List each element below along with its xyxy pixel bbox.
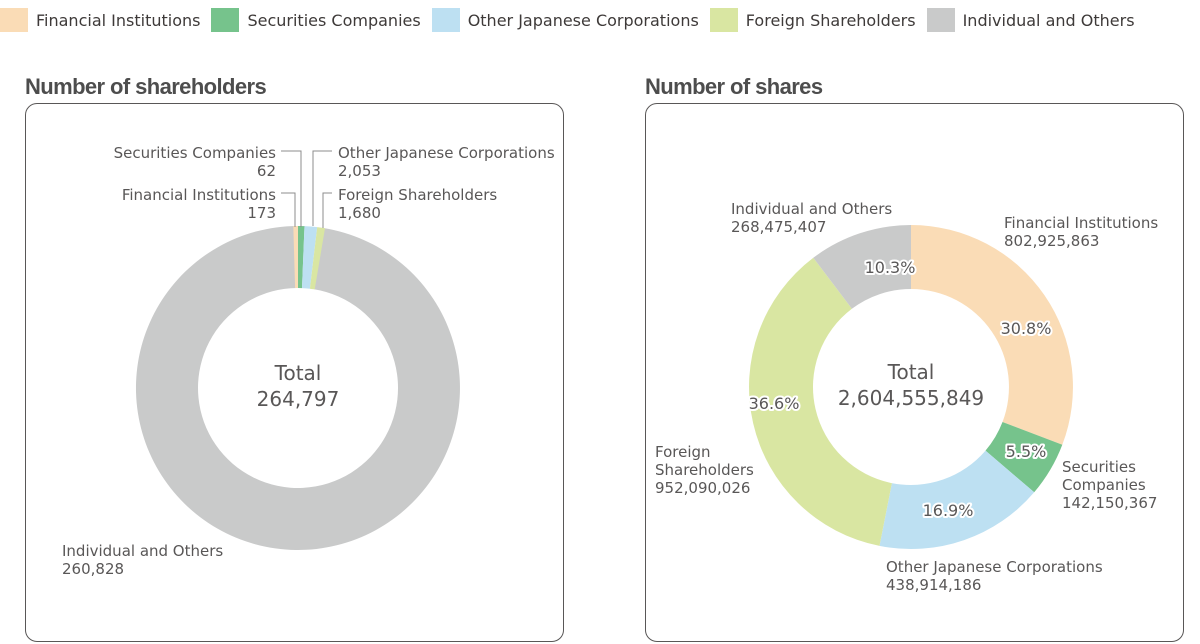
total-label: Total bbox=[887, 360, 935, 384]
segment-individual-and-others bbox=[813, 225, 911, 309]
label-financial-value: 173 bbox=[247, 204, 276, 222]
shareholders-chart-panel: Securities Companies 62 Financial Instit… bbox=[25, 103, 564, 642]
legend-item-foreign-shareholders: Foreign Shareholders bbox=[709, 8, 916, 32]
legend-label: Foreign Shareholders bbox=[745, 10, 916, 30]
total-value: 2,604,555,849 bbox=[838, 386, 984, 410]
leader-line-other-japanese bbox=[312, 150, 332, 226]
segment-securities-companies bbox=[985, 422, 1063, 493]
label-other-japanese-name: Other Japanese Corporations bbox=[338, 144, 555, 162]
segment-securities-companies bbox=[298, 225, 305, 289]
label-individual-value: 260,828 bbox=[62, 560, 124, 578]
pct-individual: 10.3% bbox=[865, 258, 916, 277]
chart-legend: Financial Institutions Securities Compan… bbox=[0, 6, 1146, 34]
legend-item-financial-institutions: Financial Institutions bbox=[0, 8, 200, 32]
shareholders-donut-segments bbox=[135, 225, 460, 550]
label-other-japanese-name: Other Japanese Corporations bbox=[886, 558, 1103, 576]
legend-label: Financial Institutions bbox=[36, 10, 201, 30]
segment-financial-institutions bbox=[293, 226, 298, 288]
pct-other-japanese: 16.9% bbox=[923, 501, 974, 520]
label-other-japanese-value: 2,053 bbox=[338, 162, 381, 180]
shares-donut-segments bbox=[749, 225, 1073, 550]
label-foreign-name-line1: Foreign bbox=[655, 443, 711, 461]
leader-line-securities bbox=[281, 150, 302, 227]
legend-label: Individual and Others bbox=[962, 10, 1135, 30]
label-securities-name-line2: Companies bbox=[1062, 476, 1146, 494]
pct-financial: 30.8% bbox=[1001, 319, 1052, 338]
label-foreign-name: Foreign Shareholders bbox=[338, 186, 497, 204]
label-foreign-value: 952,090,026 bbox=[655, 479, 750, 497]
label-securities-value: 142,150,367 bbox=[1062, 494, 1157, 512]
label-financial-name: Financial Institutions bbox=[122, 186, 276, 204]
legend-label: Securities Companies bbox=[247, 10, 421, 30]
label-financial-name: Financial Institutions bbox=[1004, 214, 1158, 232]
total-label: Total bbox=[274, 361, 322, 385]
shareholders-chart-title: Number of shareholders bbox=[25, 74, 267, 99]
segment-individual-and-others bbox=[135, 226, 460, 550]
label-foreign-value: 1,680 bbox=[338, 204, 381, 222]
segment-foreign-shareholders bbox=[749, 257, 892, 546]
legend-swatch bbox=[0, 8, 28, 32]
legend-item-other-japanese-corporations: Other Japanese Corporations bbox=[431, 8, 699, 32]
label-securities-name-line1: Securities bbox=[1062, 458, 1136, 476]
label-individual-name: Individual and Others bbox=[62, 542, 223, 560]
segment-other-japanese-corporations bbox=[302, 226, 318, 289]
legend-label: Other Japanese Corporations bbox=[467, 10, 699, 30]
legend-swatch bbox=[926, 8, 955, 32]
leader-line-financial bbox=[281, 192, 296, 227]
legend-item-individual-and-others: Individual and Others bbox=[926, 8, 1135, 32]
total-value: 264,797 bbox=[257, 387, 340, 411]
pct-foreign: 36.6% bbox=[749, 394, 800, 413]
label-financial-value: 802,925,863 bbox=[1004, 232, 1099, 250]
leader-line-foreign bbox=[322, 192, 332, 228]
label-individual-value: 268,475,407 bbox=[731, 218, 826, 236]
label-securities-value: 62 bbox=[257, 162, 276, 180]
segment-financial-institutions bbox=[911, 225, 1073, 445]
pct-securities: 5.5% bbox=[1006, 442, 1047, 461]
label-other-japanese-value: 438,914,186 bbox=[886, 576, 981, 594]
label-foreign-name-line2: Shareholders bbox=[655, 461, 754, 479]
legend-item-securities-companies: Securities Companies bbox=[211, 8, 421, 32]
segment-foreign-shareholders bbox=[309, 227, 325, 290]
segment-other-japanese-corporations bbox=[879, 450, 1035, 550]
shareholders-donut-chart: Securities Companies 62 Financial Instit… bbox=[62, 144, 555, 578]
legend-swatch bbox=[431, 8, 460, 32]
label-individual-name: Individual and Others bbox=[731, 200, 892, 218]
legend-swatch bbox=[211, 8, 240, 32]
shares-chart-title: Number of shares bbox=[645, 74, 823, 99]
shares-chart-panel: 30.8% 5.5% 16.9% 36.6% 10.3% Financial I… bbox=[645, 103, 1184, 642]
label-securities-name: Securities Companies bbox=[114, 144, 277, 162]
legend-swatch bbox=[709, 8, 738, 32]
shares-donut-chart: 30.8% 5.5% 16.9% 36.6% 10.3% Financial I… bbox=[655, 200, 1158, 594]
